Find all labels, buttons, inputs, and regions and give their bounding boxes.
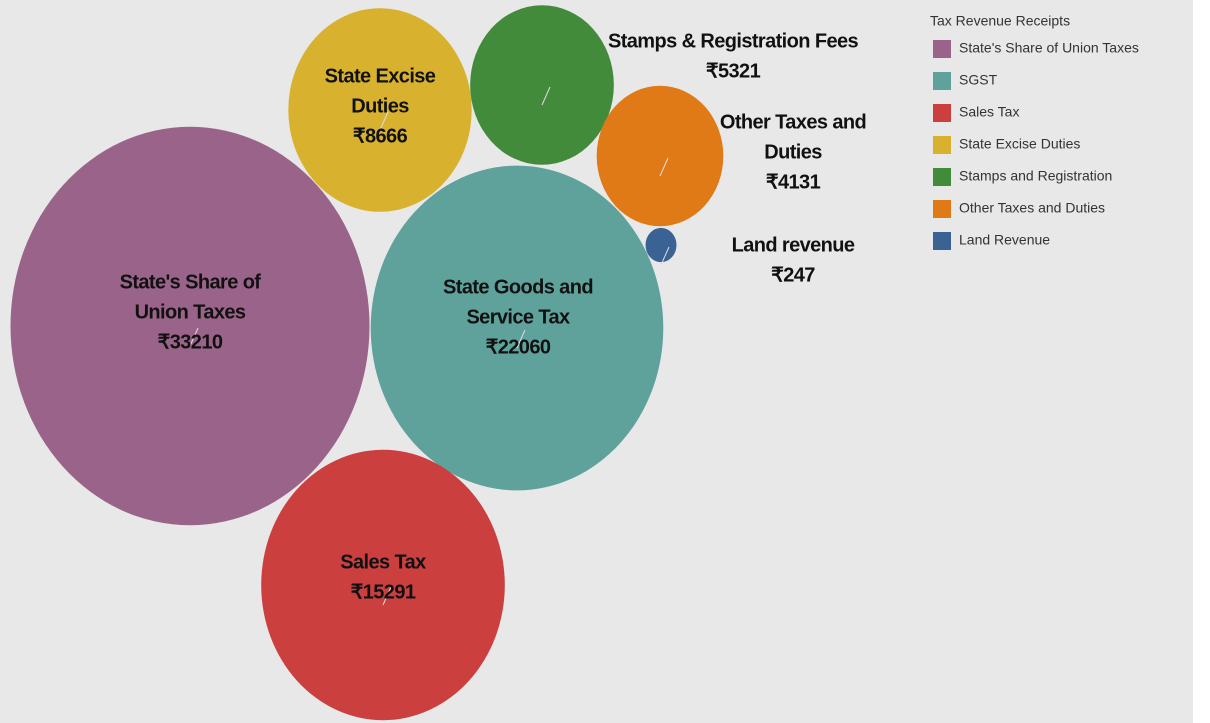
- leader-line: [516, 329, 526, 349]
- bubble: [645, 227, 677, 263]
- bubble: [370, 165, 664, 491]
- bubble-label: Service Tax: [466, 306, 570, 328]
- legend-label: Stamps and Registration: [959, 168, 1112, 184]
- legend-swatch: [933, 72, 951, 90]
- legend-swatch: [933, 168, 951, 186]
- bubble-label: Stamps & Registration Fees: [608, 30, 859, 52]
- legend-label: Other Taxes and Duties: [959, 200, 1105, 216]
- legend-swatch: [933, 136, 951, 154]
- bubble-label: Sales Tax: [340, 551, 426, 573]
- bubble-label: State's Share of: [120, 271, 262, 293]
- bubble-label: Duties: [764, 141, 822, 163]
- value-label: ₹8666: [353, 125, 408, 147]
- legend-label: State Excise Duties: [959, 136, 1080, 152]
- legend-label: State's Share of Union Taxes: [959, 40, 1139, 56]
- bubble: [261, 449, 505, 721]
- leader-line: [379, 111, 389, 131]
- legend-swatch: [933, 232, 951, 250]
- legend-label: SGST: [959, 72, 998, 88]
- legend-swatch: [933, 40, 951, 58]
- legend-title: Tax Revenue Receipts: [930, 13, 1070, 29]
- value-label: ₹33210: [158, 331, 223, 353]
- leader-line: [659, 157, 669, 177]
- leader-line: [541, 86, 551, 106]
- legend-swatch: [933, 200, 951, 218]
- bubble-label: Duties: [351, 95, 409, 117]
- bubble: [470, 5, 614, 165]
- bubble-label: Other Taxes and: [720, 111, 866, 133]
- value-label: ₹22060: [486, 336, 551, 358]
- legend-label: Land Revenue: [959, 232, 1050, 248]
- bubble-label: State Goods and: [443, 276, 593, 298]
- bubble: [10, 126, 370, 526]
- value-label: ₹247: [771, 264, 815, 286]
- bubble-label: Union Taxes: [135, 301, 246, 323]
- bubble: [288, 8, 472, 212]
- value-label: ₹15291: [351, 581, 416, 603]
- legend-swatch: [933, 104, 951, 122]
- bubble: [596, 85, 724, 227]
- leader-line: [382, 586, 392, 606]
- bubble-label: Land revenue: [732, 234, 855, 256]
- bubble-label: State Excise: [325, 65, 436, 87]
- legend-label: Sales Tax: [959, 104, 1019, 120]
- leader-line: [660, 246, 670, 266]
- value-label: ₹5321: [706, 60, 761, 82]
- leader-line: [189, 327, 199, 347]
- value-label: ₹4131: [766, 171, 821, 193]
